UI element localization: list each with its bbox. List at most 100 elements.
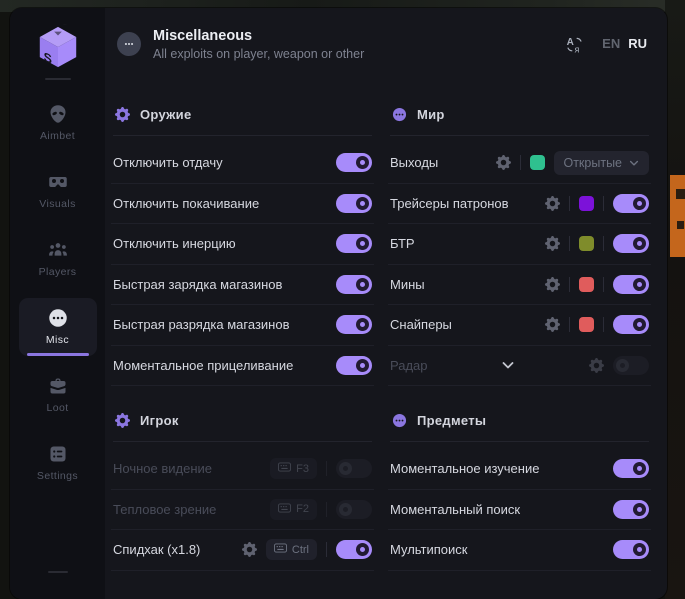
section-divider [113, 135, 372, 136]
sidebar-item-aimbet[interactable]: Aimbet [19, 94, 97, 152]
ellipsis-icon [392, 107, 407, 122]
chevron-down-icon [628, 157, 640, 169]
toggle[interactable] [613, 274, 649, 294]
gear-icon[interactable] [589, 357, 604, 373]
game-background-orange-block [670, 175, 685, 257]
section-divider [113, 441, 372, 442]
page-subtitle: All exploits on player, weapon or other [153, 46, 365, 61]
toggle[interactable] [613, 499, 649, 519]
control-divider [569, 236, 570, 252]
ellipsis-icon [117, 32, 141, 56]
keyboard-icon [273, 543, 287, 556]
page-header: Miscellaneous All exploits on player, we… [105, 8, 667, 80]
toggle[interactable] [336, 193, 372, 213]
cheat-menu-panel: S G Aimbet Visuals Players Misc Loot Settings… [10, 8, 667, 599]
toggle[interactable] [336, 459, 372, 479]
main-area: Miscellaneous All exploits on player, we… [105, 8, 667, 599]
row-label: Мины [390, 276, 425, 292]
gear-icon [115, 412, 130, 428]
list-item: Моментальное изучение [388, 449, 651, 490]
list-item: Радар [388, 346, 651, 386]
section-header: Оружие [111, 100, 374, 128]
row-label: Снайперы [390, 317, 452, 333]
sidebar-item-settings[interactable]: Settings [19, 434, 97, 492]
toggle[interactable] [336, 355, 372, 375]
list-item: Быстрая разрядка магазинов [111, 305, 374, 346]
row-controls [613, 459, 649, 479]
list-item: Быстрая зарядка магазинов [111, 265, 374, 305]
control-divider [603, 195, 604, 211]
color-swatch[interactable] [530, 155, 546, 171]
section-weapon: Оружие Отключить отдачу Отключить покачива… [111, 80, 374, 386]
control-divider [603, 276, 604, 292]
toggle[interactable] [336, 234, 372, 254]
row-controls [336, 193, 372, 213]
section-divider [390, 135, 649, 136]
control-divider [326, 461, 327, 477]
sidebar-item-players[interactable]: Players [19, 230, 97, 288]
row-label: Моментальный поиск [390, 501, 521, 517]
row-controls [613, 540, 649, 560]
content-grid: Оружие Отключить отдачу Отключить покачива… [105, 80, 667, 599]
row-controls [545, 234, 649, 254]
section-header: Предметы [388, 406, 651, 434]
sidebar-item-label: Visuals [39, 198, 76, 210]
toggle[interactable] [336, 499, 372, 519]
hotkey-badge[interactable]: F2 [270, 498, 317, 520]
gear-icon[interactable] [241, 542, 257, 558]
list-item: Отключить отдачу [111, 143, 374, 184]
toggle[interactable] [336, 540, 372, 560]
page-title: Miscellaneous [153, 27, 253, 44]
color-swatch[interactable] [579, 317, 594, 333]
sidebar-item-loot[interactable]: Loot [19, 366, 97, 424]
dropdown[interactable]: Открытые [554, 150, 649, 175]
sidebar-item-misc[interactable]: Misc [18, 298, 97, 356]
gear-icon[interactable] [545, 195, 560, 211]
toggle-knob [356, 277, 369, 291]
row-label: Тепловое зрение [113, 501, 217, 517]
color-swatch[interactable] [579, 276, 594, 292]
right-column: Мир Выходы Открытые Трейсеры патронов БТР Мин… [388, 80, 651, 571]
toggle[interactable] [336, 315, 372, 335]
section-title: Игрок [140, 412, 179, 428]
toggle[interactable] [613, 355, 649, 375]
toggle[interactable] [613, 234, 649, 254]
hotkey-badge[interactable]: F3 [270, 458, 317, 480]
expander-zone [428, 357, 589, 373]
row-label: Моментальное прицеливание [113, 357, 294, 373]
toggle[interactable] [613, 315, 649, 335]
row-controls: F2 [270, 498, 372, 520]
lang-option-en[interactable]: EN [602, 36, 621, 51]
row-controls [589, 355, 649, 375]
sidebar-item-visuals[interactable]: Visuals [19, 162, 97, 220]
game-background-right [665, 0, 685, 599]
toggle[interactable] [336, 153, 372, 173]
section-rows: Моментальное изучение Моментальный поиск М… [388, 442, 651, 571]
toggle-knob [633, 462, 646, 476]
vr-goggles-icon [48, 172, 68, 192]
row-controls: Открытые [496, 150, 649, 175]
control-divider [326, 501, 327, 517]
toggle[interactable] [613, 540, 649, 560]
color-swatch[interactable] [579, 195, 594, 211]
gear-icon[interactable] [545, 276, 560, 292]
toggle[interactable] [336, 274, 372, 294]
gear-icon[interactable] [545, 317, 560, 333]
row-controls [336, 315, 372, 335]
lang-option-ru[interactable]: RU [628, 36, 647, 51]
sidebar-item-label: Settings [36, 470, 79, 482]
hotkey-badge[interactable]: Ctrl [265, 539, 317, 561]
gear-icon[interactable] [545, 236, 560, 252]
toggle[interactable] [613, 459, 649, 479]
list-item: Отключить инерцию [111, 224, 374, 265]
row-controls [336, 153, 372, 173]
toggle[interactable] [613, 193, 649, 213]
row-label: Отключить отдачу [113, 155, 223, 171]
hotkey-label: Ctrl [291, 543, 309, 556]
section-title: Мир [417, 106, 445, 122]
row-label: Отключить инерцию [113, 236, 236, 252]
color-swatch[interactable] [579, 236, 594, 252]
row-label: Выходы [390, 155, 439, 171]
chevron-down-icon[interactable] [500, 357, 516, 373]
gear-icon[interactable] [496, 155, 512, 171]
